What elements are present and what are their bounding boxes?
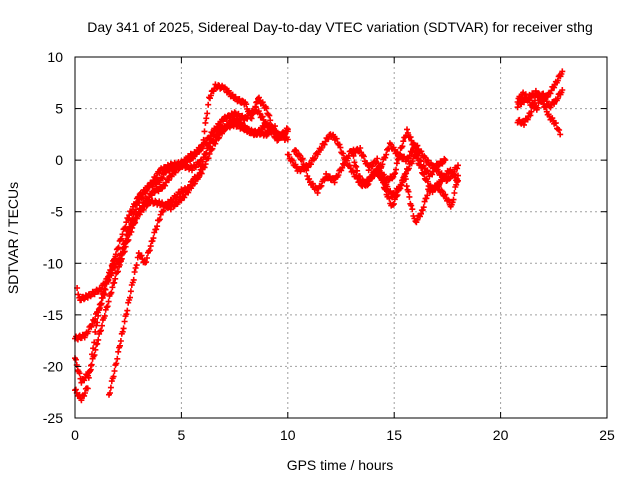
series-markers xyxy=(72,115,278,404)
x-tick-label: 15 xyxy=(386,427,402,443)
data-series xyxy=(72,68,566,404)
series-track-k xyxy=(514,87,566,113)
series-track-l xyxy=(514,92,564,138)
y-tick-label: -5 xyxy=(51,204,64,220)
series-markers xyxy=(348,126,449,186)
x-tick-label: 5 xyxy=(178,427,186,443)
series-markers xyxy=(514,92,564,138)
grid xyxy=(75,57,607,418)
x-tick-label: 25 xyxy=(599,427,615,443)
x-tick-labels: 0 5 10 15 20 25 xyxy=(71,427,615,443)
y-tick-label: -20 xyxy=(43,358,63,374)
y-tick-label: 5 xyxy=(55,101,63,117)
x-tick-label: 10 xyxy=(280,427,296,443)
y-axis-label: SDTVAR / TECUs xyxy=(5,182,21,294)
y-tick-label: 0 xyxy=(55,152,63,168)
chart-title: Day 341 of 2025, Sidereal Day-to-day VTE… xyxy=(87,19,593,35)
y-tick-label: -15 xyxy=(43,307,63,323)
y-tick-labels: -25 -20 -15 -10 -5 0 5 10 xyxy=(43,49,63,426)
series-track-i xyxy=(348,126,449,186)
series-markers xyxy=(106,162,206,398)
y-tick-label: -10 xyxy=(43,255,63,271)
axis-ticks xyxy=(74,56,608,419)
plot-frame xyxy=(74,56,608,419)
x-axis-label: GPS time / hours xyxy=(287,457,394,473)
series-markers xyxy=(376,168,461,226)
series-track-e xyxy=(106,162,206,398)
series-track-d xyxy=(72,115,278,404)
series-track-h xyxy=(376,168,461,226)
y-tick-label: -25 xyxy=(43,410,63,426)
x-tick-label: 0 xyxy=(71,427,79,443)
x-tick-label: 20 xyxy=(493,427,509,443)
y-tick-label: 10 xyxy=(47,49,63,65)
series-markers xyxy=(514,87,566,113)
